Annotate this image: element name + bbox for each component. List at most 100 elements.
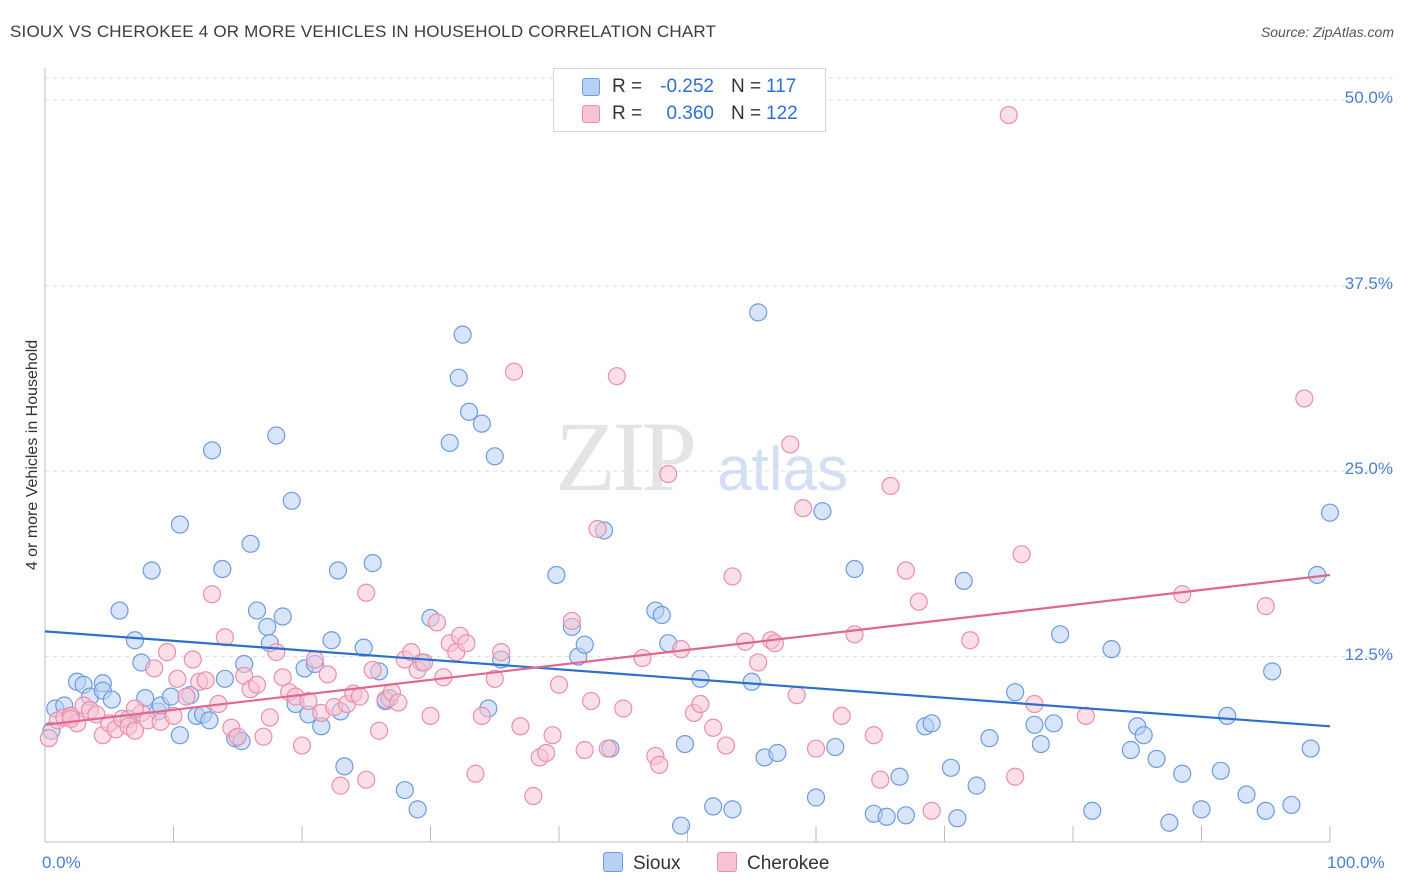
watermark-zip: ZIP <box>555 401 693 512</box>
cherokee-point <box>781 435 800 454</box>
n-value: 122 <box>766 103 798 124</box>
sioux-swatch <box>582 78 600 96</box>
cherokee-point <box>183 650 202 669</box>
cherokee-point <box>607 367 626 386</box>
cherokee-point <box>787 686 806 705</box>
cherokee-point <box>999 105 1018 125</box>
cherokee-point <box>260 708 279 727</box>
cherokee-point <box>215 628 234 647</box>
sioux-point <box>328 561 348 580</box>
cherokee-point <box>562 611 581 631</box>
sioux-point <box>485 447 504 466</box>
sioux-point <box>202 441 222 460</box>
sioux-point <box>1218 706 1237 726</box>
cherokee-point <box>704 718 723 737</box>
sioux-point <box>1173 764 1192 783</box>
cherokee-point <box>765 634 784 653</box>
cherokee-point <box>598 739 617 758</box>
cherokee-point <box>794 499 813 518</box>
sioux-point <box>652 605 671 625</box>
cherokee-point <box>1012 545 1031 564</box>
cherokee-point <box>1076 706 1095 726</box>
cherokee-point <box>357 583 376 602</box>
sioux-point <box>1211 761 1230 780</box>
sioux-point <box>170 726 190 745</box>
cherokee-point <box>145 659 164 678</box>
sioux-point <box>845 559 864 579</box>
stats-row-sioux: R = -0.252 N = 117 <box>554 74 825 100</box>
n-label: N = <box>731 76 762 97</box>
sioux-point <box>671 816 691 835</box>
cherokee-point <box>659 464 678 484</box>
sioux-point <box>896 806 916 825</box>
cherokee-point <box>614 699 633 718</box>
cherokee-point <box>806 739 826 758</box>
sioux-point <box>267 426 286 445</box>
legend-swatch-sioux <box>603 852 623 872</box>
sioux-point <box>102 690 121 709</box>
sioux-point <box>282 491 301 510</box>
cherokee-point <box>485 669 504 688</box>
cherokee-point <box>331 776 350 795</box>
sioux-point <box>704 797 723 816</box>
cherokee-point <box>363 660 382 680</box>
cherokee-point <box>267 643 286 662</box>
sioux-point <box>472 414 491 433</box>
sioux-point <box>1320 503 1340 522</box>
sioux-point <box>1256 801 1275 820</box>
cherokee-point <box>414 653 434 672</box>
sioux-point <box>335 757 354 776</box>
cherokee-point <box>299 691 318 711</box>
cherokee-point <box>575 740 594 760</box>
cherokee-point <box>357 770 376 789</box>
sioux-point <box>258 617 277 636</box>
sioux-point <box>125 631 145 650</box>
sioux-point <box>948 809 967 828</box>
cherokee-point <box>633 648 652 668</box>
cherokee-point <box>511 717 530 736</box>
sioux-point <box>1051 625 1070 644</box>
y-tick-label: 12.5% <box>1344 644 1393 664</box>
sioux-point <box>1044 714 1063 733</box>
sioux-trend-line <box>44 630 1331 728</box>
cherokee-point <box>881 476 900 496</box>
sioux-point <box>1192 800 1211 819</box>
cherokee-swatch <box>582 105 600 123</box>
sioux-point <box>749 303 768 322</box>
sioux-point <box>1025 715 1044 734</box>
cherokee-point <box>749 653 768 672</box>
sioux-point <box>213 559 232 579</box>
sioux-point <box>980 729 999 748</box>
legend-item-sioux[interactable]: Sioux <box>603 852 681 875</box>
cherokee-point <box>845 625 864 644</box>
sioux-point <box>395 780 414 800</box>
cherokee-point <box>650 755 669 774</box>
sioux-point <box>142 561 161 580</box>
x-tick-label-100: 100.0% <box>1327 853 1385 872</box>
sioux-points <box>42 303 1340 835</box>
n-label: N = <box>731 103 762 124</box>
stats-row-cherokee: R = 0.360 N = 122 <box>554 101 825 127</box>
legend-item-cherokee[interactable]: Cherokee <box>717 852 829 875</box>
sioux-point <box>1134 726 1153 745</box>
source-label: Source: ZipAtlas.com <box>1260 24 1394 40</box>
cherokee-point <box>305 650 324 669</box>
stats-box: R = -0.252 N = 117 R = 0.360 N = 122 <box>553 68 826 132</box>
cherokee-point <box>543 726 562 745</box>
sioux-point <box>575 635 594 654</box>
cherokee-point <box>832 706 851 726</box>
cherokee-point <box>472 706 491 726</box>
legend-label-sioux: Sioux <box>633 853 681 874</box>
chart-title: SIOUX VS CHEROKEE 4 OR MORE VEHICLES IN … <box>10 22 717 41</box>
sioux-point <box>354 638 373 657</box>
cherokee-point <box>588 519 607 539</box>
cherokee-point <box>457 634 476 653</box>
cherokee-point <box>466 764 485 783</box>
sioux-point <box>1006 683 1025 702</box>
cherokee-point <box>247 675 267 694</box>
r-label: R = <box>612 76 643 97</box>
sioux-point <box>890 767 909 786</box>
cherokee-point <box>504 362 524 381</box>
cherokee-point <box>196 671 215 690</box>
legend-label-cherokee: Cherokee <box>747 853 830 874</box>
